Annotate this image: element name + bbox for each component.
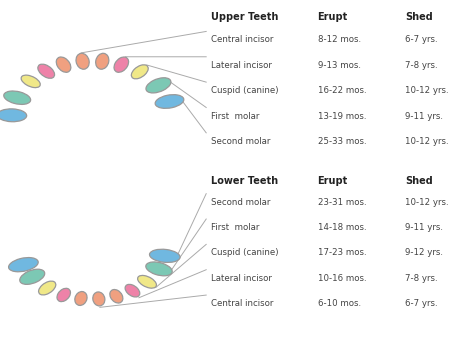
Text: Upper Teeth: Upper Teeth [211,12,278,22]
Text: 10-16 mos.: 10-16 mos. [318,274,366,283]
Text: 10-12 yrs.: 10-12 yrs. [405,86,449,95]
Text: 17-23 mos.: 17-23 mos. [318,248,366,258]
Ellipse shape [146,262,172,276]
Text: Shed: Shed [405,176,433,186]
Ellipse shape [9,258,38,272]
Ellipse shape [21,75,40,88]
Text: Second molar: Second molar [211,198,270,207]
Text: 9-11 yrs.: 9-11 yrs. [405,223,443,232]
Text: 9-13 mos.: 9-13 mos. [318,61,361,70]
Text: 23-31 mos.: 23-31 mos. [318,198,366,207]
Text: Shed: Shed [405,12,433,22]
Text: Erupt: Erupt [318,176,348,186]
Text: 10-12 yrs.: 10-12 yrs. [405,198,449,207]
Text: Lateral incisor: Lateral incisor [211,274,272,283]
Text: Lateral incisor: Lateral incisor [211,61,272,70]
Ellipse shape [96,53,109,69]
Ellipse shape [114,57,128,72]
Ellipse shape [56,57,71,72]
Ellipse shape [131,65,148,79]
Ellipse shape [149,249,180,262]
Ellipse shape [0,109,27,122]
Text: 25-33 mos.: 25-33 mos. [318,137,366,146]
Text: 6-7 yrs.: 6-7 yrs. [405,35,438,45]
Ellipse shape [75,292,87,306]
Text: 6-7 yrs.: 6-7 yrs. [405,299,438,308]
Text: Erupt: Erupt [318,12,348,22]
Text: Second molar: Second molar [211,137,270,146]
Text: 16-22 mos.: 16-22 mos. [318,86,366,95]
Text: Cuspid (canine): Cuspid (canine) [211,248,278,258]
Ellipse shape [38,64,55,78]
Ellipse shape [125,284,140,297]
Text: 9-12 yrs.: 9-12 yrs. [405,248,443,258]
Ellipse shape [110,290,123,303]
Text: Cuspid (canine): Cuspid (canine) [211,86,278,95]
Ellipse shape [146,78,171,93]
Text: Lower Teeth: Lower Teeth [211,176,278,186]
Ellipse shape [155,95,184,108]
Text: 7-8 yrs.: 7-8 yrs. [405,274,438,283]
Ellipse shape [76,53,89,69]
Text: First  molar: First molar [211,223,259,232]
Ellipse shape [38,281,56,295]
Ellipse shape [4,91,31,104]
Text: 8-12 mos.: 8-12 mos. [318,35,361,45]
Text: Central incisor: Central incisor [211,299,273,308]
Ellipse shape [93,292,105,306]
Text: 9-11 yrs.: 9-11 yrs. [405,112,443,121]
Text: 13-19 mos.: 13-19 mos. [318,112,366,121]
Ellipse shape [137,275,156,288]
Text: 6-10 mos.: 6-10 mos. [318,299,361,308]
Text: 14-18 mos.: 14-18 mos. [318,223,366,232]
Text: Central incisor: Central incisor [211,35,273,45]
Text: 7-8 yrs.: 7-8 yrs. [405,61,438,70]
Text: First  molar: First molar [211,112,259,121]
Text: 10-12 yrs.: 10-12 yrs. [405,137,449,146]
Ellipse shape [20,269,45,284]
Ellipse shape [57,288,71,301]
